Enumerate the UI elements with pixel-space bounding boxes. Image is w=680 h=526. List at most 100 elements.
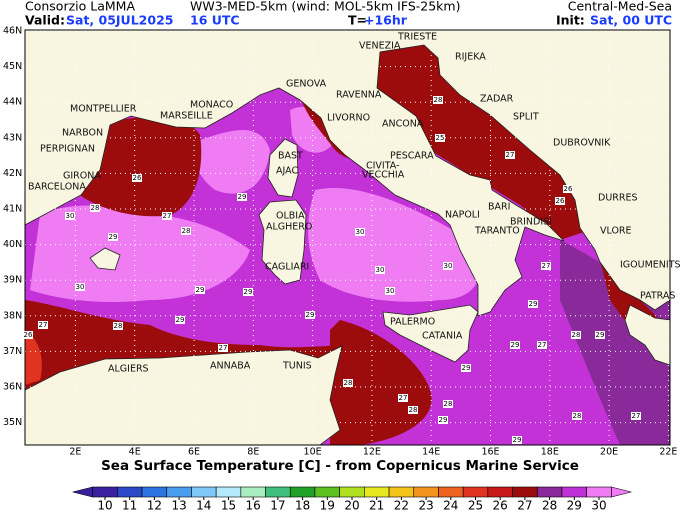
color-swatch: [289, 486, 316, 498]
contour-label-box: [343, 379, 353, 387]
lon-label: 20E: [600, 447, 618, 458]
contour-label-box: [512, 436, 522, 444]
city-label: NARBON: [62, 128, 103, 139]
lon-label: 16E: [481, 447, 499, 458]
contour-label-box: [113, 322, 123, 330]
contour-label: 27: [506, 151, 515, 159]
contour-label-box: [435, 134, 445, 142]
city-label: DUBROVNIK: [553, 138, 611, 149]
color-swatch: [438, 486, 464, 498]
city-label: LIVORNO: [327, 113, 370, 124]
city-label: AJAC: [276, 166, 298, 177]
city-label: CAGLIARI: [265, 262, 309, 273]
contour-label-box: [398, 394, 408, 402]
contour-label: 28: [182, 227, 191, 235]
contour-label: 29: [109, 233, 118, 241]
contour-label-box: [443, 400, 453, 408]
color-swatch: [240, 486, 266, 498]
init-label: Init:: [556, 13, 585, 28]
contour-label: 28: [444, 400, 453, 408]
contour-label: 29: [462, 364, 471, 372]
contour-label: 30: [76, 283, 85, 291]
contour-label-box: [237, 193, 247, 201]
sicily: [382, 304, 479, 363]
colorbar-label: 26: [493, 499, 508, 513]
contour-label-box: [23, 331, 33, 339]
color-swatch: [388, 486, 415, 498]
contour-label: 26: [564, 185, 573, 193]
contour-label: 26: [24, 331, 33, 339]
colorbar-label: 22: [394, 499, 409, 513]
contour-label-box: [355, 228, 365, 236]
city-label: ALGIERS: [108, 364, 149, 375]
contour-label: 29: [176, 316, 185, 324]
colorbar-label: 25: [468, 499, 483, 513]
colorbar-label: 16: [246, 499, 261, 513]
city-label: IGOUMENITSA: [620, 260, 680, 271]
contour-label: 29: [529, 300, 538, 308]
contour-label: 30: [356, 228, 365, 236]
contour-label-box: [528, 300, 538, 308]
contour-label-box: [443, 262, 453, 270]
land: [25, 30, 670, 317]
sst-area: [308, 188, 480, 302]
city-label: VECCHIA: [362, 170, 405, 181]
header-center: WW3-MED-5km (wind: MOL-5km IFS-25km): [190, 0, 460, 14]
contour-label-box: [571, 331, 581, 339]
city-label: CIVITA-: [366, 161, 400, 172]
city-label: TARANTO: [474, 226, 520, 237]
city-label: RIJEKA: [455, 52, 486, 63]
contour-label-box: [65, 212, 75, 220]
contour-label: 30: [66, 212, 75, 220]
contour-label: 28: [409, 406, 418, 414]
contour-label: 29: [511, 341, 520, 349]
contour-label-box: [461, 364, 471, 372]
lon-label: 12E: [363, 447, 381, 458]
contour-label-box: [438, 416, 448, 424]
city-label: MONACO: [190, 100, 233, 111]
contour-label-box: [510, 341, 520, 349]
sst-area: [195, 130, 270, 194]
contour-label-box: [572, 412, 582, 420]
lat-label: 40N: [3, 239, 22, 250]
contour-label-box: [195, 286, 205, 294]
city-label: BRINDISI: [510, 217, 552, 228]
map-frame: [24, 29, 671, 446]
contour-label: 28: [572, 331, 581, 339]
colorbar-label: 21: [369, 499, 384, 513]
contour-label: 27: [632, 412, 641, 420]
city-label: DURRES: [598, 193, 638, 204]
city-label: VLORE: [600, 226, 632, 237]
contour-label-box: [305, 311, 315, 319]
init-time: Sat, 00 UTC: [590, 13, 672, 28]
contour-label: 29: [306, 311, 315, 319]
contour-label-box: [408, 406, 418, 414]
color-swatch: [265, 486, 291, 498]
lon-label: 6E: [188, 447, 200, 458]
colorbar-label: 30: [591, 499, 606, 513]
contour-label-box: [162, 212, 172, 220]
city-label: ANNABA: [210, 361, 251, 372]
contour-label-box: [108, 233, 118, 241]
color-swatch: [364, 486, 390, 498]
colorbar-label: 20: [344, 499, 359, 513]
color-swatch: [166, 486, 192, 498]
lat-label: 37N: [3, 346, 22, 357]
contour-label: 28: [91, 204, 100, 212]
contour-label: 25: [436, 134, 445, 142]
colorbar-label: 13: [171, 499, 186, 513]
colorbar-label: 17: [270, 499, 285, 513]
colorbar-label: 10: [97, 499, 112, 513]
contour-label: 27: [163, 212, 172, 220]
contour-label: 29: [244, 288, 253, 296]
city-label: OLBIA: [276, 211, 305, 222]
lon-label: 18E: [541, 447, 559, 458]
valid-date: Sat, 05JUL2025: [66, 13, 173, 28]
contour-label: 29: [596, 331, 605, 339]
contour-label-box: [541, 262, 551, 270]
contour-label: 27: [399, 394, 408, 402]
colorbar-label: 23: [418, 499, 433, 513]
colorbar-end: [611, 486, 632, 498]
contour-label: 29: [439, 416, 448, 424]
colorbar-label: 14: [196, 499, 211, 513]
